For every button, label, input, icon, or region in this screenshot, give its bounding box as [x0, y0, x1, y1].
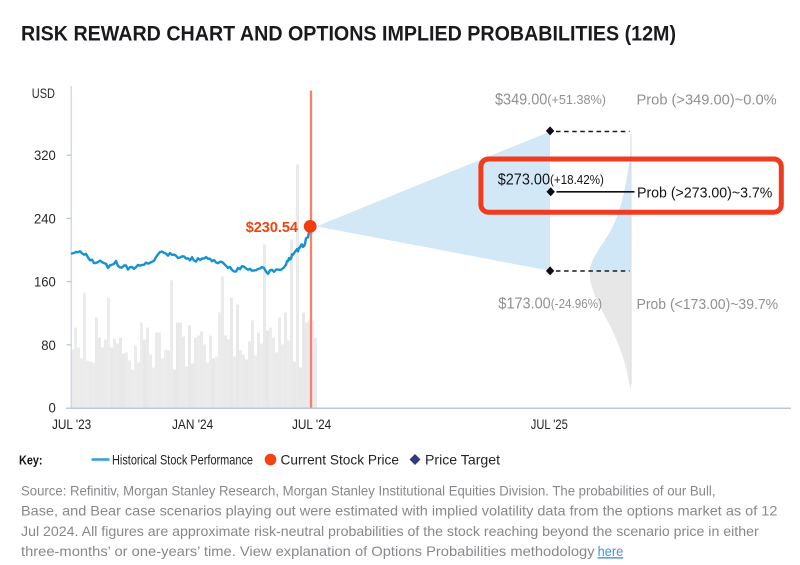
- svg-text:240: 240: [34, 210, 56, 226]
- svg-text:$173.00: $173.00: [498, 296, 551, 313]
- svg-text:Current Stock Price: Current Stock Price: [281, 452, 400, 468]
- svg-text:$230.54: $230.54: [246, 219, 299, 236]
- svg-text:Prob (>349.00)~0.0%: Prob (>349.00)~0.0%: [637, 92, 777, 109]
- svg-text:JUL '23: JUL '23: [52, 416, 91, 432]
- svg-text:here: here: [598, 543, 624, 559]
- svg-text:Historical Stock Performance: Historical Stock Performance: [112, 452, 253, 468]
- svg-text:Prob (>273.00)~3.7%: Prob (>273.00)~3.7%: [637, 184, 772, 201]
- svg-text:Prob (<173.00)~39.7%: Prob (<173.00)~39.7%: [637, 296, 779, 313]
- svg-text:Jul 2024. All figures are appr: Jul 2024. All figures are approximate ri…: [21, 523, 759, 539]
- svg-text:(+51.38%): (+51.38%): [547, 92, 606, 107]
- svg-text:160: 160: [34, 274, 56, 290]
- svg-text:JAN '24: JAN '24: [172, 416, 213, 432]
- svg-text:three-months’ or one-years’ ti: three-months’ or one-years’ time. View e…: [21, 543, 595, 559]
- svg-text:RISK REWARD CHART AND OPTIONS: RISK REWARD CHART AND OPTIONS IMPLIED PR…: [21, 22, 676, 46]
- svg-text:(-24.96%): (-24.96%): [551, 296, 602, 311]
- svg-text:(+18.42%): (+18.42%): [550, 172, 604, 187]
- svg-text:320: 320: [34, 147, 56, 163]
- svg-text:Price Target: Price Target: [425, 452, 500, 468]
- svg-text:Source: Refinitiv, Morgan Stan: Source: Refinitiv, Morgan Stanley Resear…: [21, 482, 716, 498]
- svg-text:Key:: Key:: [19, 452, 43, 467]
- svg-text:USD: USD: [32, 85, 55, 101]
- svg-text:0: 0: [49, 400, 56, 416]
- svg-text:JUL '24: JUL '24: [292, 416, 331, 432]
- svg-text:80: 80: [41, 337, 56, 353]
- svg-text:$349.00: $349.00: [495, 92, 548, 109]
- svg-text:$273.00: $273.00: [498, 171, 551, 188]
- svg-text:JUL '25: JUL '25: [531, 416, 568, 432]
- svg-text:Base, and Bear case scenarios: Base, and Bear case scenarios playing ou…: [21, 503, 778, 519]
